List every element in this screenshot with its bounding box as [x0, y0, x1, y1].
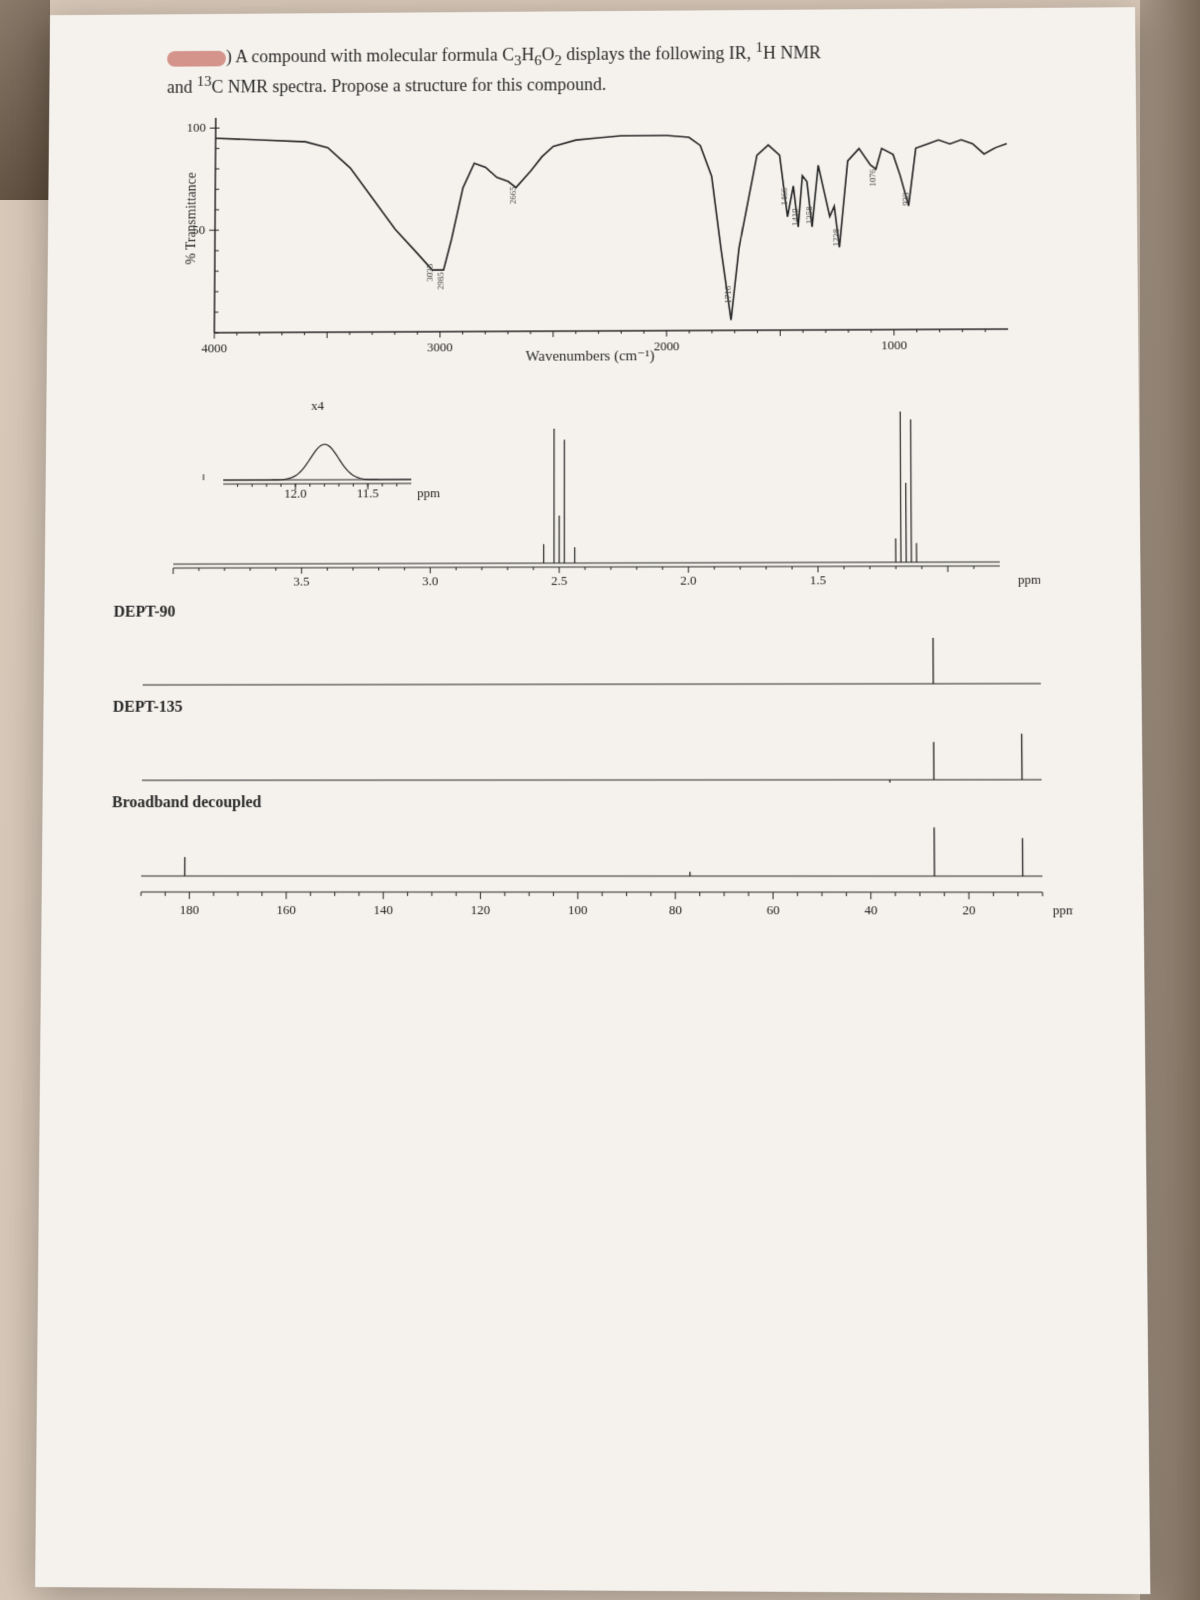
svg-text:1000: 1000 — [881, 339, 907, 353]
dept135-label: DEPT-135 — [113, 698, 1072, 717]
svg-text:3.0: 3.0 — [422, 575, 438, 589]
svg-text:11.5: 11.5 — [357, 487, 379, 501]
svg-text:3035: 3035 — [424, 264, 434, 282]
redaction-mark — [167, 51, 226, 67]
svg-text:x4: x4 — [311, 399, 324, 413]
svg-text:20: 20 — [962, 904, 975, 918]
hnmr-spectrum-plot: 3.5 3.0 2.5 2.0 1.5 ppm 12.0 11.5 ppm x4 — [143, 394, 1040, 595]
bb-row — [111, 814, 1072, 884]
cnmr-block: DEPT-90 DEPT-135 Broadband decoupled 180… — [111, 602, 1073, 925]
svg-text:933: 933 — [900, 192, 910, 206]
svg-text:100: 100 — [568, 904, 588, 918]
svg-text:40: 40 — [864, 904, 877, 918]
svg-text:1238: 1238 — [831, 229, 841, 247]
svg-text:4000: 4000 — [201, 342, 227, 356]
bb-label: Broadband decoupled — [112, 794, 1072, 812]
svg-text:60: 60 — [767, 904, 780, 918]
svg-text:2.5: 2.5 — [551, 574, 567, 588]
ir-spectrum-plot: % Transmittance 501004000300020001000303… — [155, 103, 1028, 372]
svg-text:2000: 2000 — [654, 340, 680, 354]
textbook-page: ) A compound with molecular formula C3H6… — [35, 7, 1150, 1594]
cnmr-axis: 180 160 140 120 100 80 60 40 20 ppm — [111, 884, 1073, 925]
svg-text:160: 160 — [276, 903, 295, 917]
svg-text:1466: 1466 — [779, 188, 789, 206]
dept90-label: DEPT-90 — [113, 602, 1070, 622]
svg-text:2.0: 2.0 — [680, 574, 696, 588]
photo-background-left — [0, 0, 50, 200]
prompt-text-1: ) A compound with molecular formula C — [226, 45, 514, 66]
dept135-row — [112, 718, 1072, 789]
svg-text:80: 80 — [669, 904, 682, 918]
svg-text:2665: 2665 — [508, 186, 518, 204]
svg-text:3000: 3000 — [427, 341, 453, 355]
svg-text:100: 100 — [187, 122, 206, 136]
svg-text:180: 180 — [180, 903, 199, 917]
svg-text:120: 120 — [471, 903, 491, 917]
svg-text:1358: 1358 — [804, 206, 814, 224]
svg-text:ppm: ppm — [1053, 904, 1073, 918]
svg-text:1419: 1419 — [790, 208, 800, 226]
svg-text:3.5: 3.5 — [293, 575, 309, 589]
svg-text:1076: 1076 — [868, 169, 878, 187]
svg-text:12.0: 12.0 — [284, 487, 307, 501]
svg-text:140: 140 — [373, 903, 393, 917]
svg-text:2985: 2985 — [436, 272, 446, 290]
svg-text:ppm: ppm — [1018, 573, 1040, 587]
photo-background-right — [1140, 0, 1200, 1600]
svg-text:ppm: ppm — [417, 487, 440, 501]
ir-y-axis-label: % Transmittance — [185, 173, 201, 265]
dept90-row — [113, 622, 1071, 693]
svg-text:1.5: 1.5 — [810, 574, 826, 588]
svg-text:1716: 1716 — [723, 286, 733, 304]
problem-prompt: ) A compound with molecular formula C3H6… — [167, 37, 1076, 99]
